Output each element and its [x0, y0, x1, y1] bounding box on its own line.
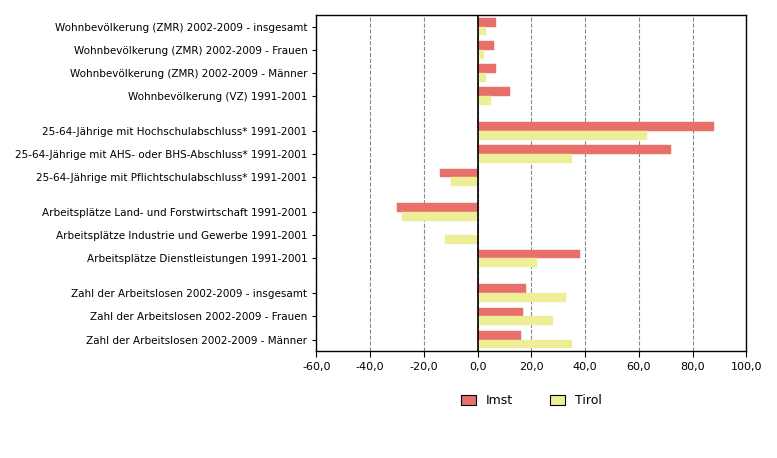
Bar [478, 293, 566, 302]
Bar [478, 131, 646, 140]
Bar [402, 212, 478, 221]
Bar [445, 235, 478, 244]
Bar [478, 41, 493, 50]
Bar [451, 177, 478, 186]
Bar [478, 331, 521, 340]
Bar [478, 87, 510, 96]
Bar [478, 64, 497, 73]
Bar [478, 96, 491, 105]
Bar [478, 73, 486, 82]
Bar [478, 308, 523, 316]
Bar [478, 122, 714, 131]
Bar [478, 316, 552, 325]
Bar [478, 18, 497, 27]
Legend: Imst, Tirol: Imst, Tirol [455, 389, 607, 412]
Bar [478, 250, 580, 258]
Bar [478, 340, 572, 349]
Bar [478, 154, 572, 163]
Bar [440, 169, 478, 177]
Bar [478, 284, 526, 293]
Bar [478, 50, 484, 59]
Bar [478, 258, 537, 267]
Bar [478, 27, 486, 35]
Bar [478, 145, 671, 154]
Bar [397, 203, 478, 212]
